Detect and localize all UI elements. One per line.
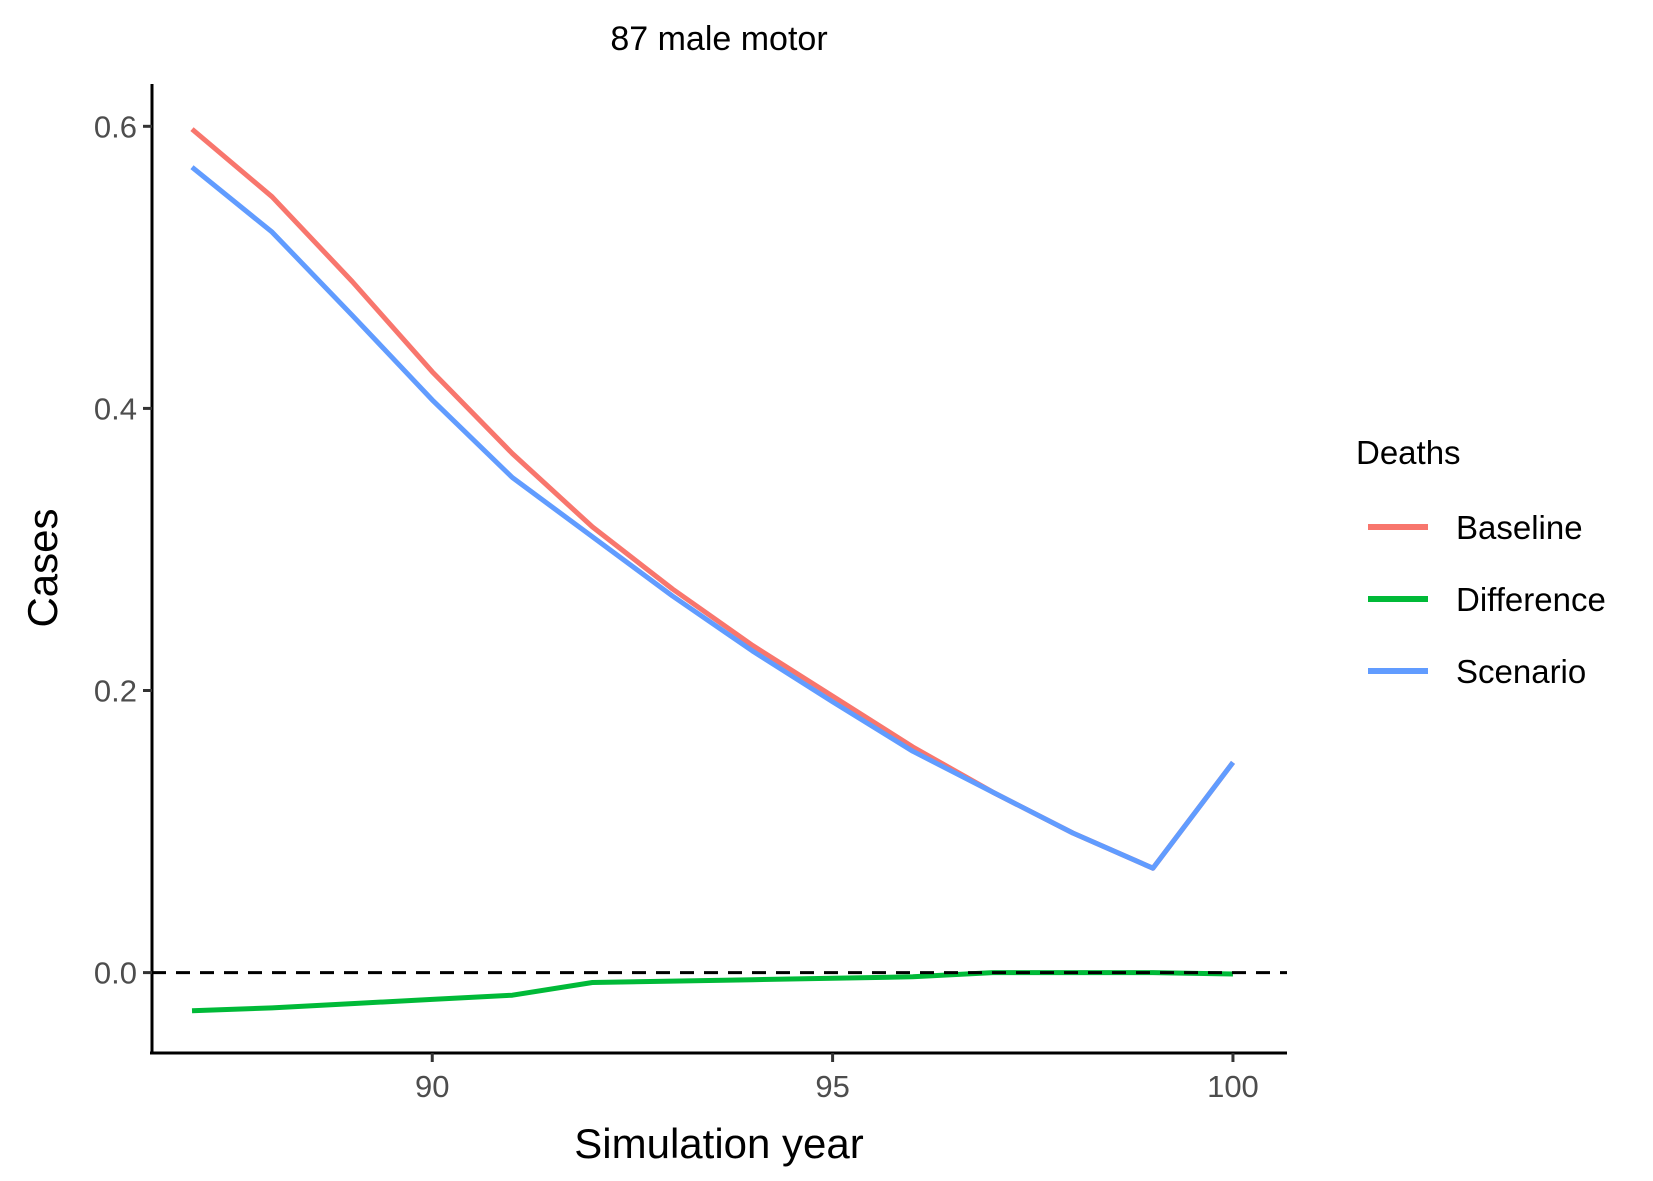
x-axis-title: Simulation year xyxy=(574,1120,863,1167)
legend-title: Deaths xyxy=(1356,434,1461,471)
legend-label-difference: Difference xyxy=(1456,581,1606,618)
y-tick-label: 0.6 xyxy=(94,109,137,144)
y-axis-ticks: 0.6 0.4 0.2 0.0 xyxy=(94,109,152,991)
x-tick-label: 90 xyxy=(415,1069,449,1104)
series-line-scenario xyxy=(190,165,1235,871)
legend: Deaths Baseline Difference Scenario xyxy=(1356,434,1606,690)
legend-label-baseline: Baseline xyxy=(1456,509,1583,546)
series-lines xyxy=(190,127,1235,1014)
y-tick-label: 0.0 xyxy=(94,956,137,991)
x-tick-label: 95 xyxy=(815,1069,849,1104)
x-axis-ticks: 90 95 100 xyxy=(415,1053,1259,1104)
series-line-difference xyxy=(191,970,1234,1014)
chart-title: 87 male motor xyxy=(610,20,827,58)
y-tick-label: 0.4 xyxy=(94,391,137,426)
y-tick-label: 0.2 xyxy=(94,674,137,709)
legend-items: Baseline Difference Scenario xyxy=(1368,509,1606,690)
legend-label-scenario: Scenario xyxy=(1456,653,1586,690)
y-axis-title: Cases xyxy=(19,508,66,627)
x-tick-label: 100 xyxy=(1207,1069,1259,1104)
